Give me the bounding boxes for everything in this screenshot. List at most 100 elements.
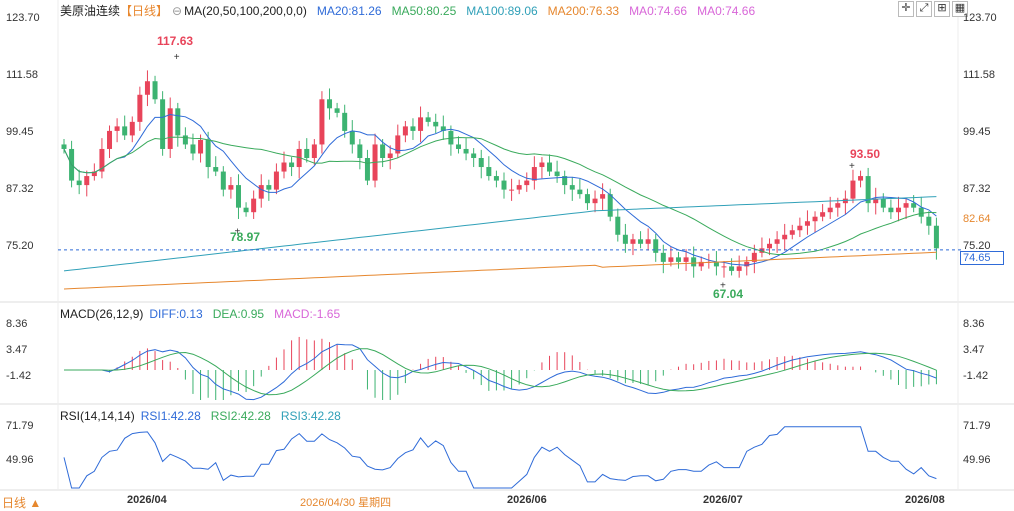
candle-body: [349, 130, 355, 145]
candle-body: [91, 171, 97, 177]
rsi-axis-right-2: 49.96: [963, 454, 991, 466]
candle-body: [152, 81, 158, 100]
macd-params: MACD(26,12,9): [60, 307, 144, 321]
rsi-line: [63, 426, 937, 489]
price-axis-left-5: 75.20: [6, 240, 34, 252]
macd-axis-left-2: 3.47: [6, 344, 28, 356]
candle-body: [736, 266, 742, 271]
rsi-axis-left-1: 71.79: [6, 420, 34, 432]
period-label[interactable]: 【日线】: [120, 4, 169, 18]
rsi-axis-left-2: 49.96: [6, 454, 34, 466]
candle-body: [577, 189, 583, 195]
candle-body: [182, 135, 188, 145]
low-marker-2: +: [720, 280, 726, 291]
layout-icon[interactable]: ▦: [952, 1, 968, 17]
ma0-value-b: MA0:74.66: [697, 4, 756, 18]
zoom-icon[interactable]: ⊞: [934, 1, 950, 17]
candle-body: [858, 176, 864, 181]
candle-body: [562, 176, 568, 186]
macd-diff-line: [64, 343, 937, 401]
candle-body: [76, 180, 82, 186]
rsi-params: RSI(14,14,14): [60, 409, 135, 423]
rsi2-value: RSI2:42.28: [210, 409, 271, 423]
ma0-value-a: MA0:74.66: [629, 4, 688, 18]
candle-body: [357, 144, 363, 158]
candle-body: [698, 261, 704, 267]
candle-body: [296, 148, 302, 168]
macd-dea-line: [64, 348, 937, 396]
candle-body: [213, 167, 219, 172]
candle-body: [258, 185, 264, 199]
candle-body: [744, 261, 750, 267]
candle-body: [266, 185, 272, 190]
candle-body: [478, 158, 484, 168]
candle-body: [235, 185, 241, 208]
candle-body: [387, 153, 393, 158]
candle-body: [122, 126, 128, 136]
candle-body: [99, 148, 105, 172]
candle-body: [721, 266, 727, 268]
candle-body: [911, 203, 917, 208]
candle-body: [319, 99, 325, 145]
period-switch-button[interactable]: 日线 ▲: [2, 496, 42, 510]
candle-body: [61, 144, 67, 149]
ma200-value: MA200:76.33: [547, 4, 620, 18]
candle-body: [114, 126, 120, 131]
fullscreen-icon[interactable]: ⤢: [916, 1, 932, 17]
candle-body: [433, 121, 439, 127]
candle-body: [691, 257, 697, 267]
rsi-axis-right-1: 71.79: [963, 420, 991, 432]
candle-body: [160, 99, 166, 149]
candle-body: [926, 216, 932, 226]
x-label-aug: 2026/08: [905, 494, 945, 506]
candle-body: [820, 212, 826, 217]
candle-body: [175, 108, 181, 136]
candle-body: [524, 180, 530, 186]
candle-body: [425, 117, 431, 122]
macd-header: MACD(26,12,9) DIFF:0.13 DEA:0.95 MACD:-1.65: [60, 307, 350, 321]
price-axis-right-2: 111.58: [963, 69, 996, 81]
candle-body: [107, 130, 113, 149]
candle-body: [251, 198, 257, 213]
settings-icon[interactable]: ⊖: [172, 4, 183, 18]
low-annotation-2: 67.04: [713, 287, 744, 301]
last-price-tag: 74.65: [960, 251, 1004, 265]
instrument-name: 美原油连续: [60, 4, 121, 18]
candle-body: [668, 257, 674, 262]
candle-body: [600, 194, 606, 199]
candle-body: [137, 94, 143, 122]
candle-body: [865, 176, 871, 204]
candle-body: [418, 117, 424, 131]
candle-body: [448, 130, 454, 145]
candle-body: [380, 144, 386, 158]
candle-body: [273, 171, 279, 190]
candle-body: [918, 207, 924, 217]
candle-body: [243, 207, 249, 213]
ma50-line: [63, 136, 937, 255]
candle-body: [630, 239, 636, 244]
price-axis-left-2: 111.58: [6, 69, 39, 81]
candle-body: [607, 194, 613, 217]
macd-dea: DEA:0.95: [212, 307, 265, 321]
price-axis-right-4: 87.32: [963, 183, 991, 195]
price-axis-left-4: 87.32: [6, 183, 34, 195]
macd-axis-left-3: -1.42: [6, 370, 32, 382]
candle-body: [334, 108, 340, 113]
candle-body: [190, 144, 196, 154]
candle-body: [129, 121, 135, 136]
candle-body: [531, 167, 537, 181]
low-marker-1: +: [234, 226, 240, 237]
candle-body: [713, 261, 719, 267]
candle-body: [873, 198, 879, 204]
candle-body: [592, 198, 598, 204]
x-label-jul: 2026/07: [703, 494, 743, 506]
candle-body: [281, 162, 287, 172]
candle-body: [554, 171, 560, 177]
candle-body: [509, 189, 515, 191]
low-annotation-1: 78.97: [230, 230, 261, 244]
candle-body: [622, 234, 628, 244]
candle-body: [584, 194, 590, 204]
crosshair-icon[interactable]: ✛: [898, 1, 914, 17]
candle-body: [888, 207, 894, 213]
candle-body: [327, 99, 333, 109]
